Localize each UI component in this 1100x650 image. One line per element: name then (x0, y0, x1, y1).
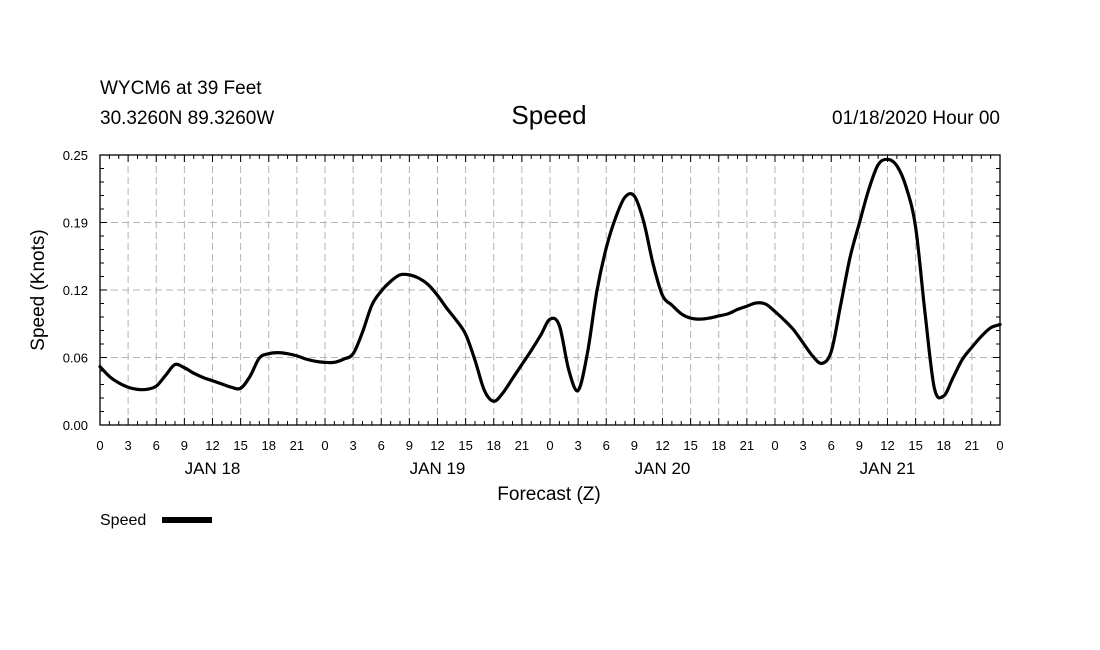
x-tick-label: 12 (430, 438, 444, 453)
x-tick-label: 18 (712, 438, 726, 453)
x-tick-label: 9 (406, 438, 413, 453)
x-tick-label: 3 (575, 438, 582, 453)
series-layer (98, 157, 1002, 403)
x-tick-label: 15 (908, 438, 922, 453)
y-tick-label: 0.12 (63, 283, 88, 298)
datetime-label: 01/18/2020 Hour 00 (832, 108, 1000, 129)
x-tick-label: 21 (740, 438, 754, 453)
x-tick-label: 0 (546, 438, 553, 453)
x-tick-label: 15 (233, 438, 247, 453)
x-tick-label: 15 (683, 438, 697, 453)
y-axis-title: Speed (Knots) (28, 229, 49, 350)
x-tick-label: 21 (515, 438, 529, 453)
x-tick-label: 9 (856, 438, 863, 453)
x-tick-label: 3 (350, 438, 357, 453)
coordinates-label: 30.3260N 89.3260W (100, 108, 274, 129)
y-tick-label: 0.19 (63, 216, 88, 231)
x-tick-label: 9 (631, 438, 638, 453)
chart-title: Speed (511, 100, 586, 130)
x-tick-label: 12 (880, 438, 894, 453)
x-tick-label: 0 (996, 438, 1003, 453)
x-tick-label: 3 (800, 438, 807, 453)
station-label: WYCM6 at 39 Feet (100, 78, 262, 99)
x-tick-label: 0 (96, 438, 103, 453)
x-tick-label: 21 (965, 438, 979, 453)
x-axis-title: Forecast (Z) (497, 484, 600, 505)
x-tick-label: 12 (205, 438, 219, 453)
x-tick-label: 18 (937, 438, 951, 453)
y-tick-label: 0.00 (63, 418, 88, 433)
x-tick-label: 6 (378, 438, 385, 453)
x-tick-label: 9 (181, 438, 188, 453)
x-tick-label: 6 (603, 438, 610, 453)
x-tick-label: 15 (458, 438, 472, 453)
axis-ticks: 0 3 6 9 12 15 18 21 0 3 6 9 12 15 18 21 0 3 6 9 12 15 18 21 0 3 6 9… (63, 148, 1004, 478)
x-tick-label: 0 (771, 438, 778, 453)
series-line-speed (98, 157, 1002, 403)
legend: Speed (100, 512, 212, 529)
day-label: JAN 20 (635, 459, 691, 478)
day-label: JAN 21 (860, 459, 916, 478)
day-label: JAN 18 (185, 459, 241, 478)
x-tick-label: 18 (487, 438, 501, 453)
y-tick-label: 0.25 (63, 148, 88, 163)
x-tick-label: 6 (828, 438, 835, 453)
y-tick-label: 0.06 (63, 351, 88, 366)
x-tick-label: 18 (262, 438, 276, 453)
x-tick-label: 6 (153, 438, 160, 453)
x-tick-label: 21 (290, 438, 304, 453)
x-tick-label: 12 (655, 438, 669, 453)
grid-lines (100, 155, 1000, 425)
x-tick-label: 0 (321, 438, 328, 453)
legend-label: Speed (100, 512, 146, 529)
day-label: JAN 19 (410, 459, 466, 478)
legend-swatch (162, 517, 212, 523)
x-tick-label: 3 (125, 438, 132, 453)
